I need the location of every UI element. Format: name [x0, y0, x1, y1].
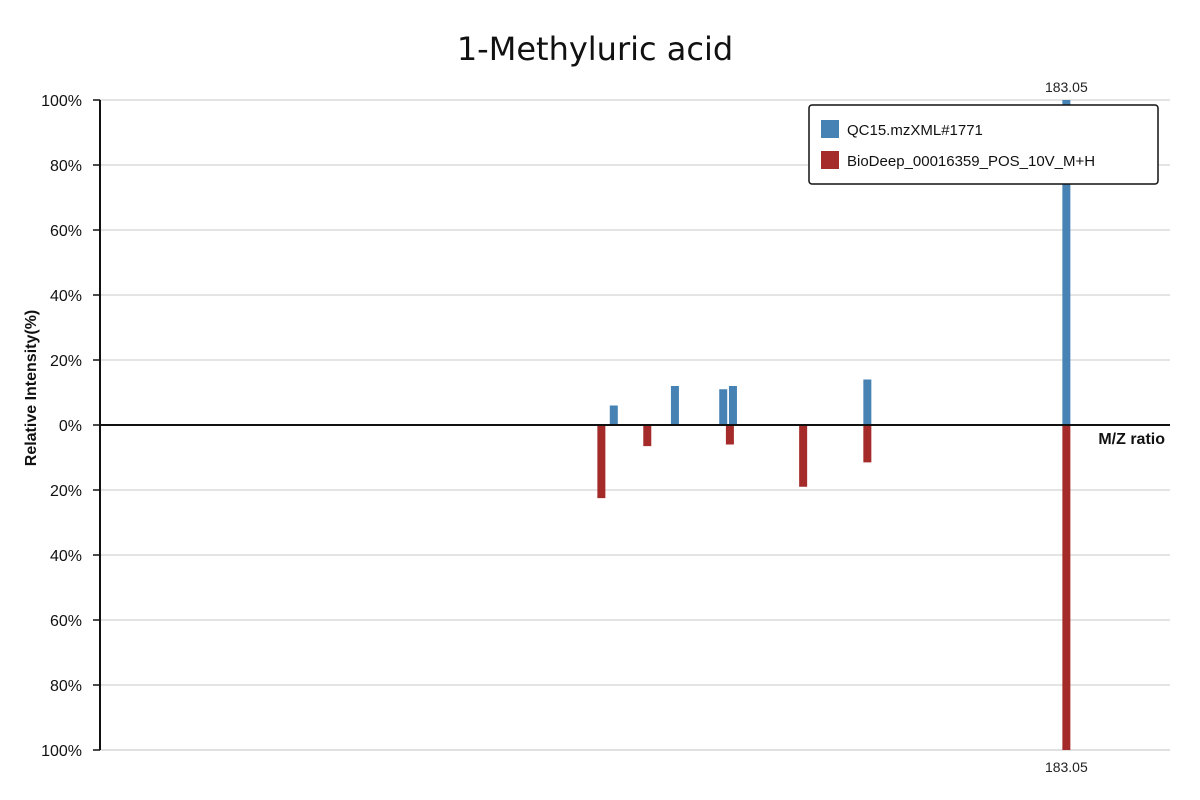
- reference-peak-bar: [597, 425, 606, 499]
- reference-peak-label: 183.05: [1045, 759, 1088, 775]
- y-tick-label: 100%: [41, 743, 82, 760]
- reference-peak-bar: [725, 425, 734, 445]
- query-peak-bar: [719, 389, 728, 425]
- legend-swatch-query: [821, 120, 839, 138]
- y-tick-label: 40%: [50, 288, 82, 305]
- legend: QC15.mzXML#1771 BioDeep_00016359_POS_10V…: [808, 104, 1159, 185]
- y-tick-label: 80%: [50, 158, 82, 175]
- grid: [100, 99, 1170, 751]
- reference-peak-bar: [643, 425, 652, 447]
- query-peak-bar: [1062, 100, 1071, 425]
- y-tick-label: 60%: [50, 613, 82, 630]
- legend-box: [808, 104, 1159, 185]
- y-tick-label: 80%: [50, 678, 82, 695]
- y-tick-label: 0%: [59, 418, 82, 435]
- y-axis-title: Relative Intensity(%): [23, 310, 40, 466]
- query-peak-bar: [670, 386, 679, 425]
- reference-peak-bar: [799, 425, 808, 487]
- bars: 183.05 183.05: [597, 79, 1088, 775]
- query-peak-bar: [609, 405, 618, 425]
- chart-title: 1-Methyluric acid: [457, 30, 733, 68]
- query-peak-label: 183.05: [1045, 79, 1088, 95]
- reference-peak-bar: [863, 425, 872, 463]
- query-peak-bar: [728, 386, 737, 425]
- x-axis-title: M/Z ratio: [1098, 431, 1165, 448]
- y-tick-label: 100%: [41, 93, 82, 110]
- reference-peak-bar: [1062, 425, 1071, 750]
- legend-label-reference: BioDeep_00016359_POS_10V_M+H: [847, 153, 1095, 170]
- legend-label-query: QC15.mzXML#1771: [847, 122, 983, 139]
- y-tick-label: 40%: [50, 548, 82, 565]
- legend-swatch-reference: [821, 151, 839, 169]
- y-tick-label: 20%: [50, 483, 82, 500]
- y-tick-label: 60%: [50, 223, 82, 240]
- y-tick-label: 20%: [50, 353, 82, 370]
- axes: 100% 80% 60% 40% 20% 0% 20% 40% 60% 80% 100%: [41, 93, 1170, 760]
- query-peak-bar: [863, 379, 872, 425]
